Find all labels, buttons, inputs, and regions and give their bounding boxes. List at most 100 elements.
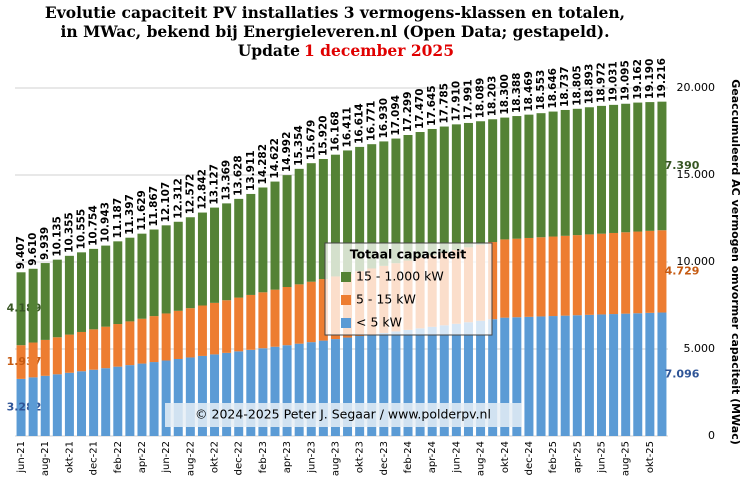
bar-segment <box>185 308 195 358</box>
bar-segment <box>222 300 232 353</box>
bar-segment <box>330 339 340 436</box>
bar-segment <box>270 346 280 436</box>
y-axis-label: Geaccumuleerd AC vermogen omvormer capac… <box>729 79 742 445</box>
total-label: 11.187 <box>112 198 124 239</box>
bar-segment <box>52 259 62 338</box>
bar-segment <box>16 345 26 379</box>
bar-segment <box>318 158 328 280</box>
total-label: 16.771 <box>366 101 378 142</box>
y-tick-label: 15.000 <box>677 168 716 181</box>
bar-segment <box>330 154 340 277</box>
total-label: 12.572 <box>184 174 196 215</box>
bar-segment <box>609 104 619 233</box>
total-label: 12.107 <box>160 182 172 223</box>
bar-segment <box>294 284 304 344</box>
bar-segment <box>657 101 667 231</box>
bar-segment <box>512 238 522 318</box>
bar-segment <box>379 332 389 436</box>
total-label: 17.094 <box>390 95 402 136</box>
bar-segment <box>439 325 449 436</box>
bar-segment <box>645 102 655 231</box>
x-tick-label: jun-25 <box>596 441 607 474</box>
bar-segment <box>173 221 183 311</box>
bar-segment <box>657 230 667 313</box>
bar-segment <box>137 318 147 364</box>
bar-segment <box>234 351 244 436</box>
bar-segment <box>197 305 207 356</box>
update-date: 1 december 2025 <box>304 41 454 60</box>
annotation-box <box>165 403 522 427</box>
total-label: 16.614 <box>354 103 366 144</box>
x-tick-label: aug-24 <box>476 441 487 476</box>
bar-segment <box>28 377 38 436</box>
x-tick-label: apr-25 <box>572 441 583 473</box>
y-tick-label: 0 <box>708 429 715 442</box>
legend-title: Totaal capaciteit <box>350 247 467 262</box>
bar-segment <box>524 114 534 238</box>
total-label: 14.622 <box>269 138 281 179</box>
legend-swatch <box>341 318 351 328</box>
chart-subtitle: Update <box>238 41 300 60</box>
total-label: 18.893 <box>583 64 595 105</box>
x-tick-label: dec-23 <box>379 441 390 475</box>
bar-segment <box>113 366 123 436</box>
legend-label: 15 - 1.000 kW <box>356 269 444 284</box>
x-tick-label: feb-22 <box>113 441 124 473</box>
bar-segment <box>173 310 183 359</box>
bar-segment <box>524 316 534 436</box>
total-label: 10.754 <box>88 205 100 246</box>
x-tick-label: dec-24 <box>524 441 535 475</box>
bar-segment <box>609 232 619 315</box>
bar-segment <box>270 181 280 290</box>
bar-segment <box>524 237 534 317</box>
segment-label: 7.096 <box>665 367 700 380</box>
bar-segment <box>512 317 522 436</box>
bar-segment <box>488 242 498 320</box>
x-tick-label: jun-24 <box>451 441 462 474</box>
x-tick-label: apr-24 <box>427 441 438 473</box>
total-label: 12.842 <box>196 169 208 210</box>
bar-segment <box>125 237 135 322</box>
total-label: 18.805 <box>571 65 583 106</box>
y-tick-label: 5.000 <box>684 342 716 355</box>
bar-segment <box>548 316 558 436</box>
bar-segment <box>149 229 159 317</box>
bar-segment <box>318 279 328 341</box>
bar-segment <box>572 315 582 436</box>
bar-segment <box>596 314 606 436</box>
bar-segment <box>476 320 486 436</box>
bar-segment <box>149 362 159 436</box>
bar-segment <box>536 237 546 317</box>
total-label: 11.397 <box>124 194 136 235</box>
bar-segment <box>306 163 316 282</box>
x-tick-label: feb-25 <box>548 441 559 473</box>
bar-segment <box>439 126 449 253</box>
bar-segment <box>113 324 123 367</box>
bar-segment <box>234 297 244 352</box>
bar-segment <box>463 322 473 436</box>
bar-segment <box>306 281 316 343</box>
bar-segment <box>222 352 232 436</box>
x-tick-label: okt-22 <box>210 441 221 473</box>
bar-segment <box>488 319 498 436</box>
x-tick-label: apr-23 <box>282 441 293 473</box>
bar-segment <box>246 294 256 350</box>
bar-segment <box>137 363 147 436</box>
bar-segment <box>185 217 195 309</box>
bar-segment <box>379 141 389 266</box>
bar-segment <box>258 292 268 349</box>
bar-segment <box>427 128 437 256</box>
bar-segment <box>16 272 26 346</box>
total-label: 18.388 <box>511 73 523 114</box>
bar-segment <box>657 312 667 436</box>
bar-segment <box>77 371 87 436</box>
bar-segment <box>633 231 643 314</box>
total-label: 13.911 <box>245 150 257 191</box>
bar-segment <box>282 345 292 436</box>
bar-segment <box>633 102 643 232</box>
bar-segment <box>572 108 582 236</box>
total-label: 17.645 <box>426 85 438 126</box>
bar-segment <box>584 234 594 315</box>
bar-segment <box>343 337 353 436</box>
